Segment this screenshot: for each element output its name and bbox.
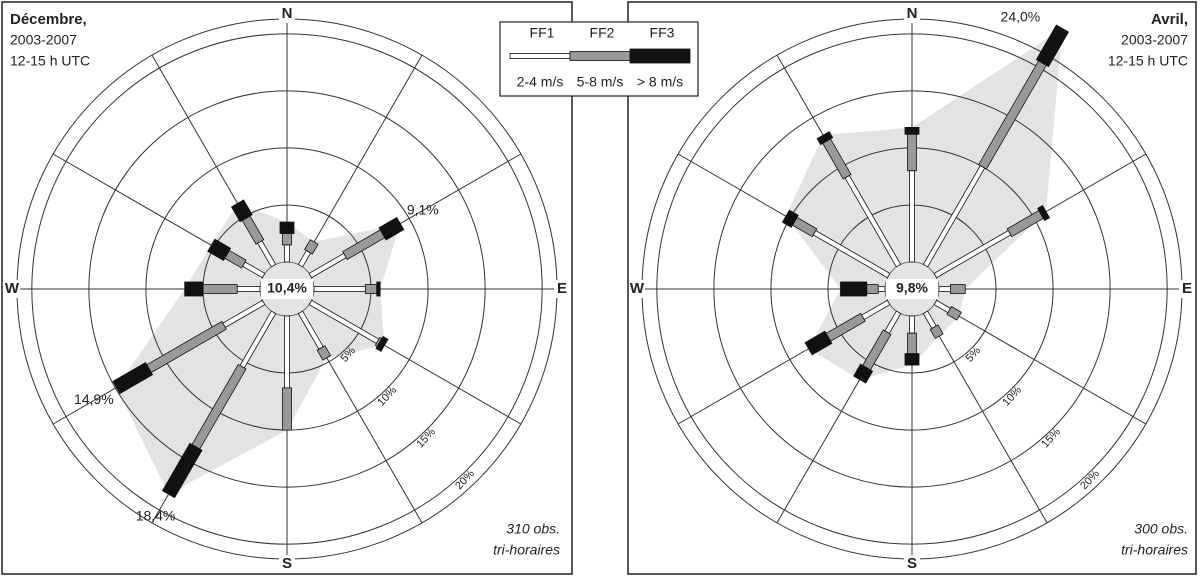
panel-note: 310 obs. bbox=[506, 521, 560, 537]
direction-label: S bbox=[282, 555, 292, 572]
bar-segment bbox=[230, 199, 253, 223]
envelope bbox=[116, 203, 401, 495]
total-label: 24,0% bbox=[1001, 9, 1041, 25]
label-bg bbox=[1179, 280, 1195, 298]
direction-label: W bbox=[5, 280, 20, 297]
bar-segment bbox=[236, 286, 261, 292]
bar-segment bbox=[909, 315, 915, 334]
bar-segment bbox=[840, 281, 868, 297]
bar-segment bbox=[184, 281, 204, 297]
legend-swatch bbox=[509, 53, 571, 59]
direction-label: N bbox=[282, 5, 293, 22]
label-bg bbox=[279, 555, 295, 573]
legend-name: FF2 bbox=[590, 25, 615, 41]
direction-label: E bbox=[557, 280, 567, 297]
bar-segment bbox=[282, 387, 292, 431]
panel-subtitle: 12-15 h UTC bbox=[10, 53, 90, 69]
legend-name: FF3 bbox=[650, 25, 675, 41]
bar-segment bbox=[364, 284, 378, 294]
total-label: 18,4% bbox=[136, 507, 176, 523]
spoke bbox=[925, 312, 1048, 524]
bar-segment bbox=[284, 244, 290, 263]
bar-segment bbox=[112, 362, 154, 395]
direction-label: S bbox=[907, 555, 917, 572]
bar-segment bbox=[946, 306, 962, 321]
bar-segment bbox=[202, 284, 238, 294]
panel-note: tri-horaires bbox=[1121, 542, 1188, 558]
legend: FF1 FF2 FF3 2-4 m/s 5-8 m/s > 8 m/s bbox=[499, 21, 699, 97]
legend-swatch bbox=[629, 48, 691, 64]
bar-segment bbox=[279, 221, 295, 234]
bar-segment bbox=[1037, 205, 1051, 222]
legend-range: > 8 m/s bbox=[637, 74, 683, 90]
legend-name: FF1 bbox=[530, 25, 555, 41]
bar-segment bbox=[877, 286, 886, 292]
bar-segment bbox=[284, 315, 290, 389]
panel-title: Décembre, bbox=[10, 11, 87, 28]
bar-segment bbox=[375, 335, 389, 352]
bar-segment bbox=[781, 209, 799, 228]
bar-segment bbox=[316, 345, 332, 361]
bar-segment bbox=[207, 238, 232, 262]
calm-bg bbox=[261, 279, 313, 299]
bar-segment bbox=[866, 284, 879, 294]
bar-segment bbox=[804, 330, 833, 356]
bar-segment bbox=[1035, 24, 1070, 68]
bar-segment bbox=[304, 239, 319, 255]
calm-label: 9,8% bbox=[896, 280, 928, 296]
calm-bg bbox=[886, 279, 938, 299]
spoke bbox=[935, 302, 1147, 425]
label-bg bbox=[4, 280, 20, 298]
bar-segment bbox=[161, 442, 203, 499]
panel-title: Avril, bbox=[1151, 11, 1188, 28]
bar-segment bbox=[929, 324, 944, 339]
panel-subtitle: 2003-2007 bbox=[10, 32, 77, 48]
total-label: 9,1% bbox=[407, 201, 439, 217]
direction-label: E bbox=[1182, 280, 1192, 297]
legend-swatch bbox=[569, 51, 631, 61]
bar-segment bbox=[378, 216, 405, 241]
bar-segment bbox=[907, 133, 917, 172]
direction-label: N bbox=[907, 5, 918, 22]
calm-label: 10,4% bbox=[267, 280, 307, 296]
bar-segment bbox=[938, 286, 951, 292]
panel-subtitle: 2003-2007 bbox=[1121, 32, 1188, 48]
panel-note: 300 obs. bbox=[1134, 521, 1188, 537]
label-bg bbox=[904, 5, 920, 23]
bar-segment bbox=[313, 286, 366, 292]
total-label: 14,9% bbox=[74, 391, 114, 407]
bar-segment bbox=[376, 281, 381, 297]
label-bg bbox=[279, 5, 295, 23]
bar-segment bbox=[907, 332, 917, 355]
legend-range: 2-4 m/s bbox=[517, 74, 564, 90]
label-bg bbox=[554, 280, 570, 298]
label-bg bbox=[904, 555, 920, 573]
bar-segment bbox=[853, 363, 874, 384]
bar-segment bbox=[282, 233, 292, 246]
bar-segment bbox=[950, 284, 966, 294]
label-bg bbox=[629, 280, 645, 298]
legend-range: 5-8 m/s bbox=[577, 74, 624, 90]
spoke bbox=[300, 54, 423, 266]
panel-note: tri-horaires bbox=[493, 542, 560, 558]
bar-segment bbox=[909, 170, 915, 263]
bar-segment bbox=[904, 126, 920, 135]
bar-segment bbox=[904, 353, 920, 366]
bar-segment bbox=[816, 131, 834, 146]
panel-subtitle: 12-15 h UTC bbox=[1108, 53, 1188, 69]
direction-label: W bbox=[630, 280, 645, 297]
